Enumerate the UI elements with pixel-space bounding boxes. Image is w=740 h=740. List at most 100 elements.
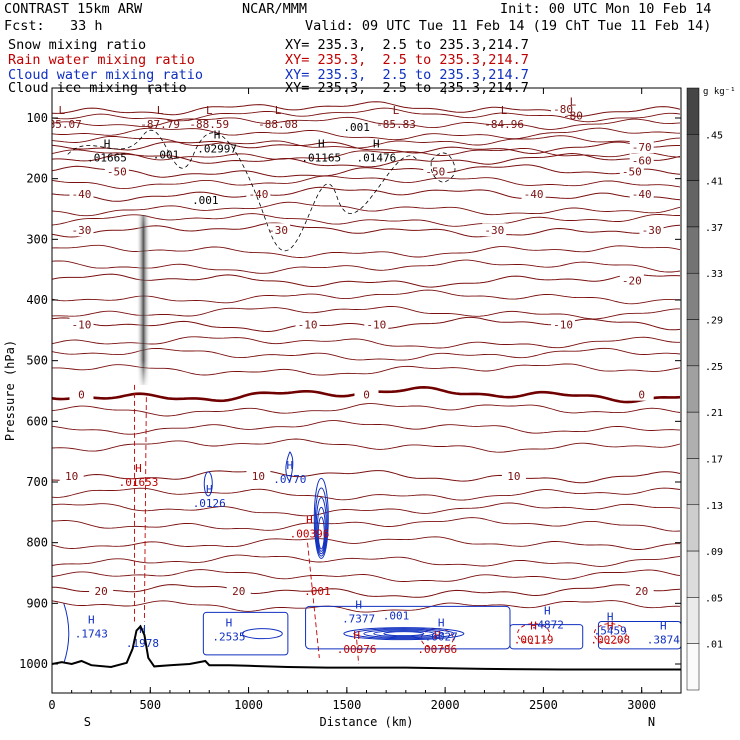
isotherm-line xyxy=(52,347,681,361)
y-tick-label: 900 xyxy=(26,596,48,610)
colorbar-segment xyxy=(686,643,700,691)
fcst-value: 33 h xyxy=(70,18,103,34)
colorbar-segment xyxy=(686,365,700,413)
isotherm-line xyxy=(52,175,681,190)
colorbar-label: .25 xyxy=(705,362,723,373)
isotherm-label--70: -70 xyxy=(632,141,652,154)
colorbar-label: .21 xyxy=(705,408,723,419)
isotherm-label--10: -10 xyxy=(298,318,318,331)
isotherm-line xyxy=(52,107,681,123)
isotherm--80 xyxy=(52,101,681,117)
snow-extremum-value: .001 xyxy=(192,194,219,207)
isotherm-label-0: 0 xyxy=(363,389,370,402)
rain-extremum-value: .00119 xyxy=(514,634,554,647)
cloudwater-extremum-marker: H xyxy=(206,483,213,496)
rain-contour-blob xyxy=(593,623,627,645)
isotherm-label--50: -50 xyxy=(107,165,127,178)
temperature-extremum-marker: L xyxy=(501,104,508,117)
cloudwater-extremum-marker: H xyxy=(607,611,614,624)
x-tick-label: 3000 xyxy=(627,698,656,712)
isotherm-line xyxy=(52,517,681,532)
temperature-extremum-marker: L xyxy=(570,96,577,109)
cloudwater-extremum-marker: H xyxy=(226,617,233,630)
isotherm-10 xyxy=(52,470,681,484)
isotherm-line xyxy=(52,289,680,305)
isotherm-line xyxy=(52,201,681,217)
colorbar-segment xyxy=(686,87,700,135)
rain-contour-blob xyxy=(517,623,551,645)
valid-time: Valid: 09 UTC Tue 11 Feb 14 (19 ChT Tue … xyxy=(305,18,712,34)
temperature-extremum-marker: L xyxy=(59,104,66,117)
y-tick-label: 800 xyxy=(26,536,48,550)
isotherm--50 xyxy=(52,164,681,178)
isotherm-label-bg xyxy=(619,164,644,178)
isotherm-label-0: 0 xyxy=(638,389,645,402)
temperature-extremum-marker: L xyxy=(157,104,164,117)
cloudwater-extremum-value: .4872 xyxy=(531,619,564,632)
y-tick-label: 700 xyxy=(26,475,48,489)
isotherm-line xyxy=(52,438,681,453)
isotherm-label-bg xyxy=(69,186,94,200)
colorbar-segment xyxy=(686,226,700,274)
colorbar-segment xyxy=(686,458,700,506)
isotherm-label-bg xyxy=(364,317,389,331)
isotherm-line xyxy=(52,403,681,417)
cloudwater-region xyxy=(509,624,584,650)
legend-cloudwater-name: Cloud water mixing ratio xyxy=(8,67,204,83)
isotherm-label-20: 20 xyxy=(95,585,108,598)
colorbar-unit: g kg⁻¹ xyxy=(703,87,736,97)
isotherm-label--10: -10 xyxy=(72,318,92,331)
isotherm-line xyxy=(52,420,681,435)
y-tick-label: 100 xyxy=(26,111,48,125)
x-tick-label: 1000 xyxy=(234,698,263,712)
isotherm-label-bg xyxy=(501,468,526,482)
isotherm-line xyxy=(52,135,681,149)
isotherm-line xyxy=(52,305,680,320)
temperature-extremum-value: -88.59 xyxy=(189,118,229,131)
isotherm-label--60: -60 xyxy=(632,154,652,167)
isotherm--40 xyxy=(52,186,681,202)
init-time: Init: 00 UTC Mon 10 Feb 14 xyxy=(500,1,712,17)
snow-extremum-value: .02997 xyxy=(197,142,237,155)
isotherm-label--40: -40 xyxy=(72,188,92,201)
y-tick-label: 1000 xyxy=(19,657,48,671)
snow-contour xyxy=(67,129,418,252)
temperature-extremum-value: -87.79 xyxy=(140,118,180,131)
x-tick-label: 2500 xyxy=(529,698,558,712)
cloudwater-extremum-value: .3874 xyxy=(647,634,680,647)
isotherm-line xyxy=(52,600,681,613)
y-tick-label: 400 xyxy=(26,293,48,307)
isotherm-label-bg xyxy=(629,584,654,598)
isotherm-label--40: -40 xyxy=(524,188,544,201)
isotherm-line xyxy=(52,127,681,141)
cloudwater-extremum-value: .1978 xyxy=(126,637,159,650)
isotherm-20 xyxy=(52,584,681,598)
isotherm-label-bg xyxy=(226,584,251,598)
x-tick-label: 2000 xyxy=(431,698,460,712)
cloudwater-layer-contour xyxy=(373,630,435,638)
colorbar-label: .41 xyxy=(705,177,723,188)
isotherm--60 xyxy=(52,152,681,168)
temperature-extremum-marker: L xyxy=(206,104,213,117)
x-tick-label: 1500 xyxy=(332,698,361,712)
snow-plume-shading xyxy=(136,215,151,385)
isotherm-line xyxy=(52,487,681,501)
cloudwater-extremum-marker: H xyxy=(438,617,445,630)
x-end-label-north: N xyxy=(648,715,655,729)
isotherm-label-bg xyxy=(69,387,94,401)
isotherm-label--10: -10 xyxy=(366,318,386,331)
y-tick-label: 600 xyxy=(26,414,48,428)
isotherm--20 xyxy=(52,273,681,288)
isotherm-line xyxy=(52,569,681,582)
rain-extremum-marker: H xyxy=(135,462,142,475)
colorbar-segment xyxy=(686,272,700,320)
x-axis-label: Distance (km) xyxy=(320,715,414,729)
colorbar-label: .01 xyxy=(705,640,723,651)
isotherm-label-bg xyxy=(551,317,576,331)
snow-extremum-value: .01165 xyxy=(301,151,341,164)
temperature-extremum-value: -85.07 xyxy=(42,118,82,131)
rain-extremum-value: .00208 xyxy=(590,634,630,647)
cloudwater-extremum-value: .0126 xyxy=(193,497,226,510)
isotherm-label-bg xyxy=(266,223,291,237)
rain-extremum-value: .00976 xyxy=(337,643,377,656)
